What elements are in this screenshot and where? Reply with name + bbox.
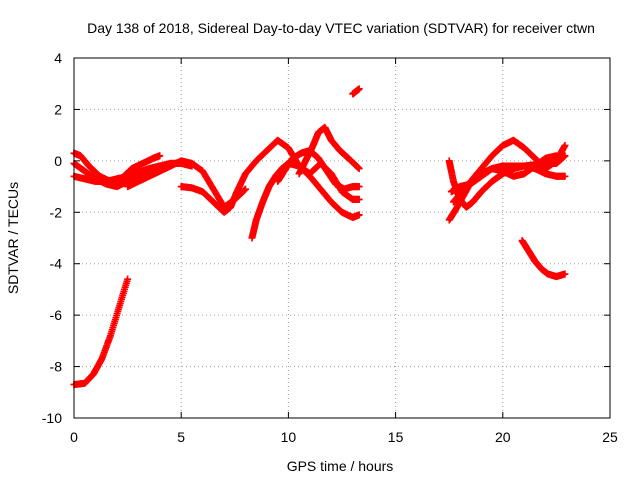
data-points — [70, 85, 569, 389]
data-point — [355, 195, 363, 203]
x-tick-label: 0 — [70, 429, 78, 445]
data-point — [355, 183, 363, 191]
data-point — [561, 270, 569, 278]
series-track-15 — [518, 237, 569, 281]
data-point — [552, 152, 560, 160]
series-track-7 — [248, 159, 363, 242]
x-tick-label: 10 — [281, 429, 297, 445]
y-axis-label: SDTVAR / TECUs — [5, 182, 21, 294]
x-tick-label: 5 — [177, 429, 185, 445]
y-tick-label: 4 — [54, 50, 62, 66]
series-track-1 — [70, 275, 132, 389]
y-tick-label: 2 — [54, 101, 62, 117]
data-point — [355, 211, 363, 219]
data-point — [561, 172, 569, 180]
data-point — [156, 152, 164, 160]
data-point — [355, 165, 363, 173]
data-point — [355, 85, 363, 93]
y-tick-label: -10 — [42, 410, 62, 426]
data-point — [242, 185, 250, 193]
x-tick-label: 20 — [495, 429, 511, 445]
x-tick-label: 15 — [388, 429, 404, 445]
y-tick-label: -8 — [50, 359, 63, 375]
data-point — [561, 141, 569, 149]
y-tick-label: 0 — [54, 153, 62, 169]
x-tick-label: 25 — [602, 429, 618, 445]
data-point — [561, 152, 569, 160]
x-axis-label: GPS time / hours — [287, 458, 394, 474]
series-track-14 — [449, 152, 560, 206]
series-track-10 — [349, 85, 363, 98]
y-tick-label: -4 — [50, 256, 63, 272]
axis-ticks: 0 5 10 15 20 25 -10 -8 -6 -4 -2 0 2 4 — [42, 50, 618, 445]
y-tick-label: -6 — [50, 307, 63, 323]
y-tick-label: -2 — [50, 204, 63, 220]
series-track-9 — [295, 123, 363, 178]
chart-title: Day 138 of 2018, Sidereal Day-to-day VTE… — [87, 20, 595, 36]
data-point — [124, 275, 132, 283]
plot-frame — [73, 57, 611, 419]
